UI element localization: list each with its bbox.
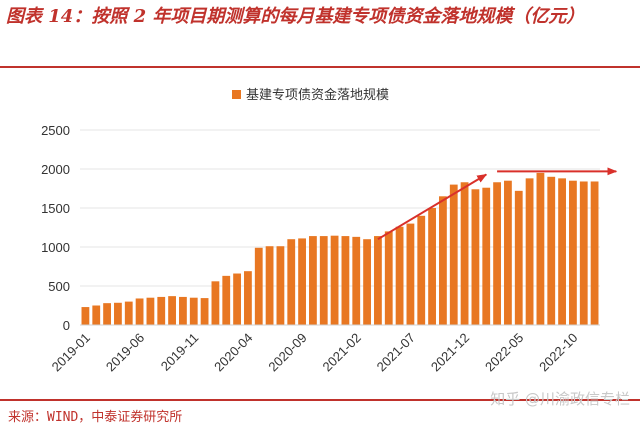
- bar: [81, 307, 90, 325]
- bar: [309, 236, 317, 325]
- legend-swatch: [232, 90, 241, 99]
- x-tick-label: 2020-04: [211, 330, 255, 374]
- bar: [558, 178, 566, 325]
- x-tick-label: 2019-11: [158, 330, 202, 374]
- bar: [352, 236, 361, 325]
- y-tick-label: 1000: [41, 240, 70, 255]
- bar: [460, 182, 469, 325]
- bar: [514, 190, 523, 325]
- footer-divider: [0, 399, 640, 401]
- bar: [590, 181, 599, 325]
- bar: [124, 301, 133, 325]
- bar: [504, 180, 512, 325]
- bar: [254, 247, 263, 325]
- bar: [298, 238, 306, 325]
- x-tick-label: 2021-07: [374, 330, 418, 374]
- bar: [265, 246, 274, 325]
- bar: [569, 180, 577, 325]
- watermark: 知乎 @川渝政信专栏: [490, 390, 630, 408]
- x-tick-label: 2021-12: [428, 330, 472, 374]
- bar: [244, 271, 252, 325]
- bar: [493, 182, 501, 325]
- figure-title: 图表 14：按照 2 年项目期测算的每月基建专项债资金落地规模（亿元）: [6, 6, 585, 27]
- source-note: 来源：WIND，中泰证券研究所: [8, 410, 183, 425]
- x-tick-label: 2019-06: [103, 330, 147, 374]
- bar: [406, 223, 415, 325]
- bar: [135, 298, 144, 325]
- bar: [428, 208, 436, 325]
- legend-label: 基建专项债资金落地规模: [246, 87, 389, 103]
- bar: [179, 296, 187, 325]
- title-divider: [0, 66, 640, 68]
- chart-legend: 基建专项债资金落地规模: [232, 87, 389, 103]
- trend-arrow: [377, 173, 488, 241]
- y-tick-label: 0: [63, 318, 70, 333]
- bar: [363, 239, 371, 325]
- x-tick-label: 2022-10: [536, 330, 580, 374]
- bar: [536, 172, 545, 325]
- y-tick-label: 2500: [41, 123, 70, 138]
- x-tick-label: 2022-05: [482, 330, 526, 374]
- bar: [146, 297, 155, 325]
- x-tick-label: 2020-09: [265, 330, 309, 374]
- bar: [211, 281, 220, 325]
- bar: [287, 239, 296, 325]
- bar: [341, 236, 350, 325]
- bar: [200, 298, 209, 325]
- bar: [439, 196, 447, 325]
- bar: [482, 187, 491, 325]
- bar: [395, 226, 404, 325]
- bar: [525, 178, 534, 325]
- y-tick-label: 2000: [41, 162, 70, 177]
- bar: [547, 176, 556, 325]
- bar: [579, 181, 588, 325]
- y-tick-label: 1500: [41, 201, 70, 216]
- bar: [168, 296, 176, 325]
- bar: [276, 246, 285, 325]
- bar: [319, 236, 328, 325]
- bar: [103, 303, 111, 325]
- x-tick-label: 2019-01: [49, 330, 93, 374]
- bar: [222, 275, 231, 325]
- bar: [449, 184, 458, 325]
- bar: [384, 231, 393, 325]
- x-tick-label: 2021-02: [320, 330, 364, 374]
- bar: [114, 302, 122, 325]
- bar: [374, 236, 382, 325]
- bar: [471, 189, 480, 325]
- bar: [233, 273, 241, 325]
- bar: [189, 297, 198, 325]
- bar: [157, 296, 166, 325]
- y-tick-label: 500: [48, 279, 70, 294]
- bar: [92, 305, 101, 325]
- bar: [330, 235, 339, 325]
- bar: [417, 215, 426, 325]
